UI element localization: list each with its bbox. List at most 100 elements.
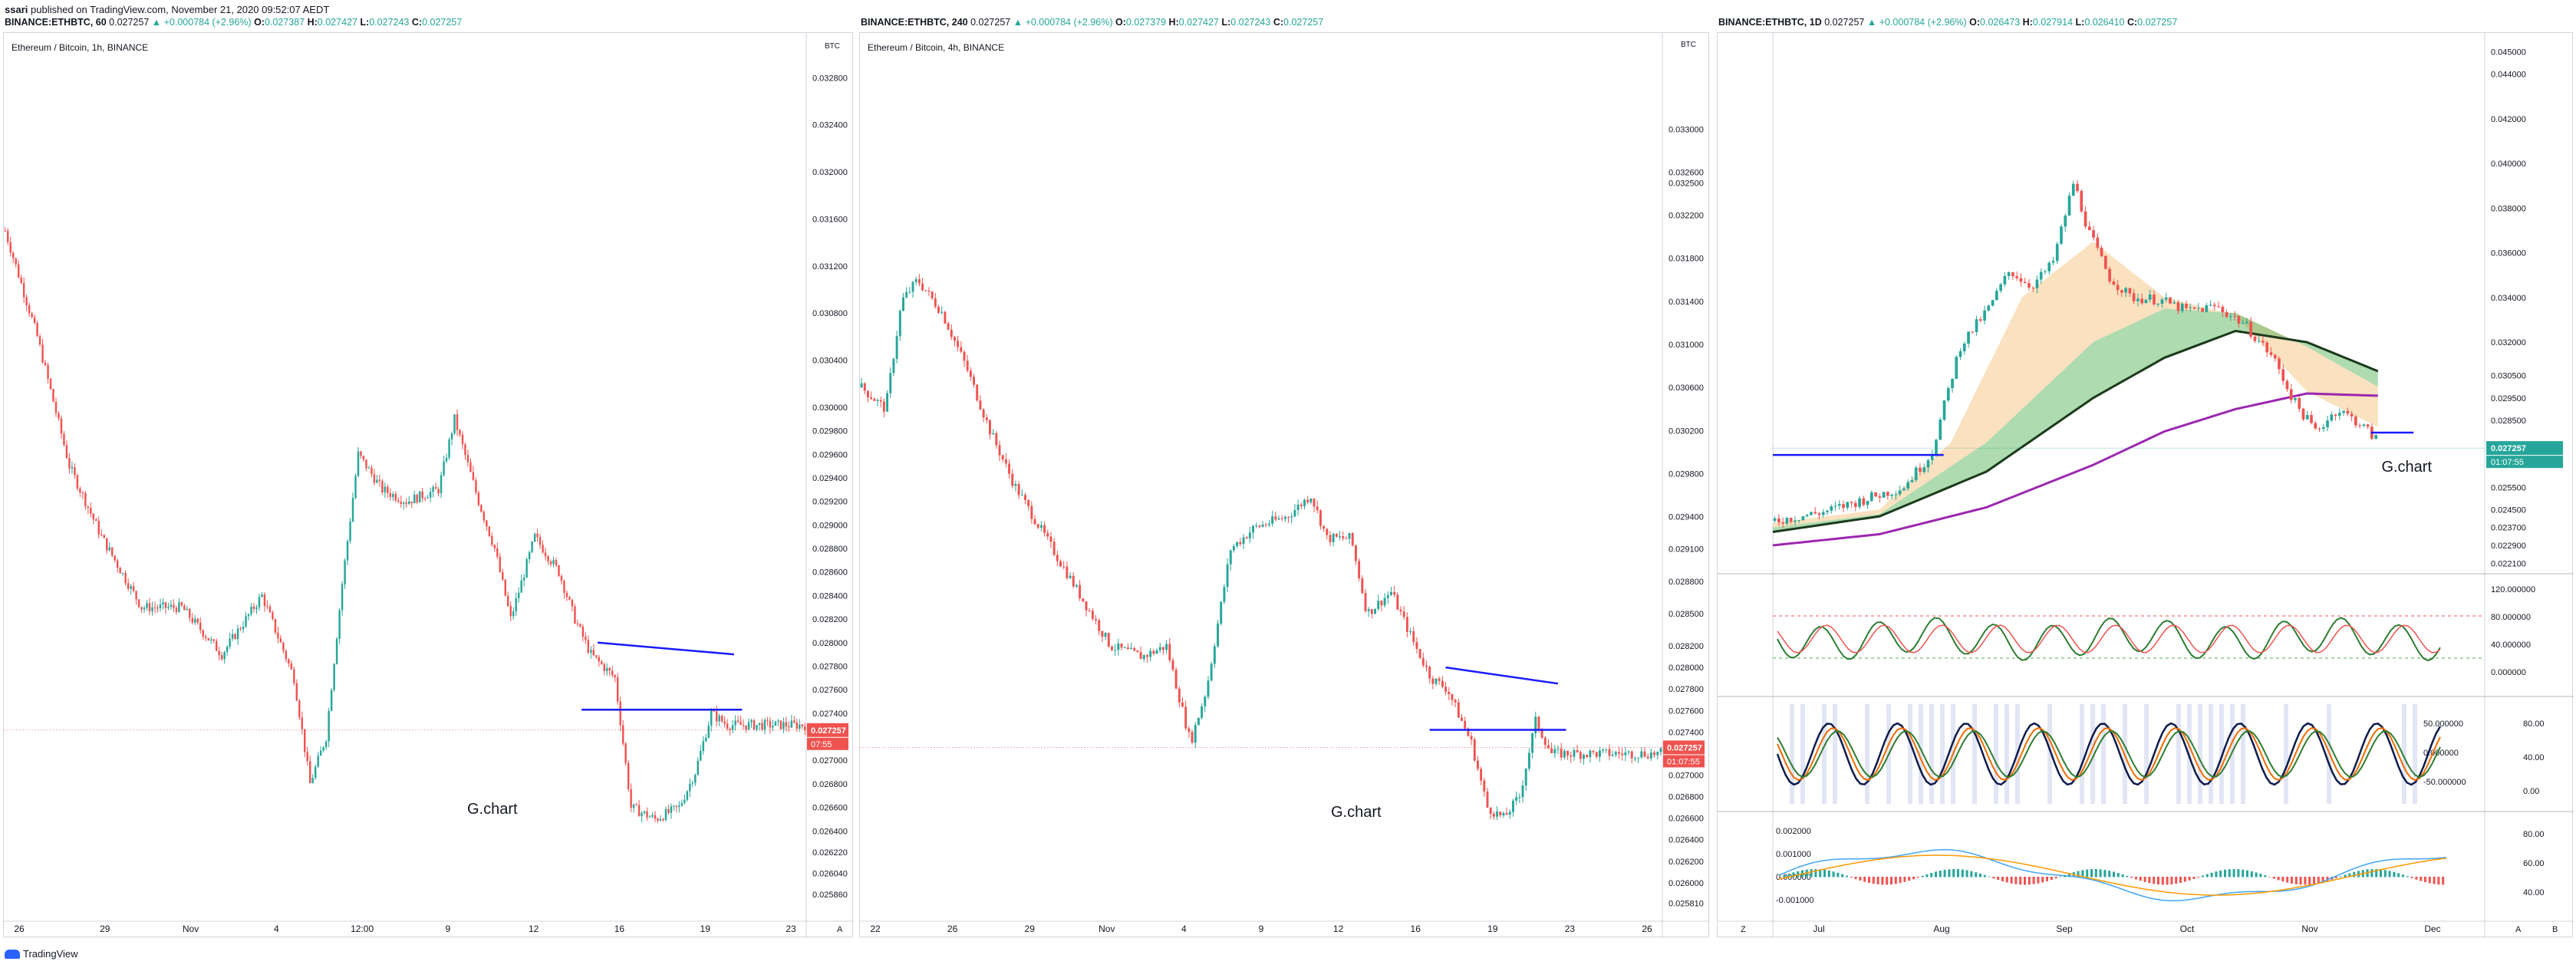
macd-histogram-bar bbox=[1846, 875, 1848, 877]
macd-histogram-bar bbox=[2393, 871, 2396, 877]
candle-body bbox=[1431, 678, 1435, 684]
y-tick-label: 0.023700 bbox=[2491, 524, 2526, 533]
candle-body bbox=[2221, 306, 2225, 313]
candle-body bbox=[1345, 538, 1348, 539]
candle-body bbox=[1342, 536, 1345, 538]
chart-1h-svg[interactable]: 0.032800 0.032400 0.032000 0.031600 0.031200… bbox=[4, 33, 854, 938]
candle-body bbox=[1451, 694, 1454, 700]
candle-body bbox=[1991, 300, 1995, 306]
candle-body bbox=[52, 389, 54, 402]
candle-body bbox=[488, 526, 491, 536]
candle-body bbox=[499, 556, 501, 572]
macd-histogram-bar bbox=[2281, 877, 2284, 882]
y-tick-label: 0.030800 bbox=[812, 309, 848, 318]
candle-body bbox=[373, 473, 376, 483]
candle-body bbox=[619, 701, 621, 726]
candle-body bbox=[2261, 341, 2265, 343]
candle-body bbox=[1155, 650, 1158, 654]
candle-body bbox=[536, 533, 539, 538]
candle-body bbox=[966, 361, 969, 371]
candle-body bbox=[1630, 751, 1633, 759]
macd-histogram-bar bbox=[2366, 869, 2369, 877]
chart-panel-1h[interactable]: 0.032800 0.032400 0.032000 0.031600 0.031200… bbox=[3, 32, 854, 938]
candle-body bbox=[212, 639, 215, 641]
candle-body bbox=[793, 720, 796, 723]
candle-body bbox=[1785, 518, 1789, 524]
candle-body bbox=[705, 737, 707, 742]
candle-body bbox=[1942, 400, 1946, 420]
candle-body bbox=[205, 637, 207, 638]
macd-histogram-bar bbox=[2291, 877, 2293, 884]
candle-body bbox=[1653, 752, 1656, 756]
candle-body bbox=[421, 491, 423, 499]
y-tick-label: 0.031600 bbox=[812, 215, 848, 224]
y-tick-label: 0.030600 bbox=[1668, 384, 1704, 393]
candle-body bbox=[756, 725, 758, 729]
x-tick-label: 19 bbox=[700, 924, 711, 934]
x-tick-label: 16 bbox=[1411, 924, 1421, 934]
candle-body bbox=[2176, 302, 2180, 311]
macd-histogram-bar bbox=[2304, 877, 2307, 885]
candle-body bbox=[502, 571, 504, 580]
osc2-bg-bar bbox=[2080, 704, 2084, 804]
candle-body bbox=[675, 805, 678, 807]
candle-body bbox=[349, 521, 351, 542]
candle-body bbox=[1043, 525, 1046, 533]
candle-body bbox=[804, 726, 806, 730]
chart-4h-svg[interactable]: 0.032500 0.033000 0.032600 0.032200 0.031800… bbox=[860, 33, 1710, 938]
macd-histogram-bar bbox=[2094, 869, 2097, 877]
candle-body bbox=[635, 804, 637, 805]
candle-body bbox=[1560, 748, 1563, 758]
x-tick-label: Sep bbox=[2056, 924, 2073, 934]
candle-body bbox=[344, 560, 346, 584]
candle-body bbox=[2350, 413, 2354, 417]
candle-body bbox=[2225, 312, 2228, 317]
candle-body bbox=[1637, 757, 1640, 759]
chart-1d-svg[interactable]: 0.045000 0.044000 0.042000 0.040000 0.038000… bbox=[1718, 33, 2574, 938]
candle-body bbox=[892, 358, 895, 374]
close-value: 0.027257 bbox=[422, 17, 463, 28]
candle-body bbox=[2007, 272, 2011, 276]
candle-body bbox=[1511, 800, 1514, 812]
candle-body bbox=[924, 290, 927, 291]
candle-body bbox=[2217, 306, 2220, 308]
candle-body bbox=[1014, 483, 1017, 486]
macd-histogram-bar bbox=[2153, 877, 2156, 884]
macd-histogram-bar bbox=[1814, 869, 1817, 877]
candle-body bbox=[1091, 611, 1094, 619]
macd-histogram-bar bbox=[2046, 877, 2048, 881]
macd-histogram-bar bbox=[1787, 874, 1790, 877]
candle-body bbox=[2201, 308, 2204, 312]
chart-panel-4h[interactable]: 0.032500 0.033000 0.032600 0.032200 0.031800… bbox=[859, 32, 1710, 938]
candle-body bbox=[1245, 537, 1248, 538]
candle-body bbox=[1521, 785, 1524, 798]
x-tick-label: 4 bbox=[274, 924, 279, 934]
candle-body bbox=[1001, 455, 1004, 459]
macd-right-tick: 40.00 bbox=[2523, 888, 2545, 897]
candle-body bbox=[1448, 691, 1451, 695]
last-price-tag bbox=[807, 723, 848, 737]
candle-body bbox=[2071, 183, 2075, 196]
macd-histogram-bar bbox=[2166, 877, 2169, 885]
candle-body bbox=[723, 721, 726, 724]
candle-body bbox=[590, 650, 592, 653]
candle-body bbox=[306, 752, 308, 762]
macd-histogram-bar bbox=[2348, 873, 2351, 877]
candle-body bbox=[1794, 520, 1797, 522]
countdown-label: 01:07:55 bbox=[2491, 458, 2524, 467]
macd-histogram-bar bbox=[1859, 877, 1862, 881]
x-tick-label: Nov bbox=[183, 924, 199, 934]
macd-histogram-bar bbox=[2139, 877, 2142, 881]
candle-body bbox=[1046, 532, 1049, 537]
candle-body bbox=[288, 659, 290, 663]
candle-body bbox=[1399, 609, 1402, 612]
candle-body bbox=[1066, 566, 1069, 578]
symbol-label: BINANCE:ETHBTC, 60 bbox=[5, 17, 107, 28]
candle-body bbox=[437, 489, 440, 494]
macd-histogram-bar bbox=[2246, 870, 2248, 877]
chart-panel-1d[interactable]: 0.045000 0.044000 0.042000 0.040000 0.038000… bbox=[1717, 32, 2574, 938]
candle-body bbox=[1987, 305, 1991, 311]
candle-body bbox=[1396, 594, 1399, 610]
tradingview-footer[interactable]: TradingView bbox=[5, 948, 78, 960]
candle-body bbox=[2060, 226, 2063, 244]
